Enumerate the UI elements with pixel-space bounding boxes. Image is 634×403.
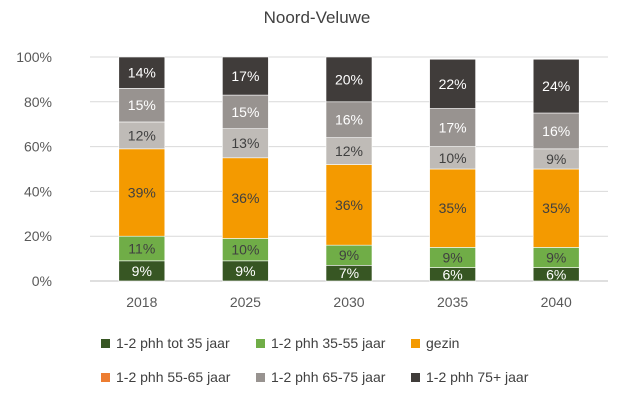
bar-segment bbox=[532, 58, 580, 114]
legend-swatch bbox=[256, 338, 265, 348]
legend-item: 1-2 phh tot 35 jaar bbox=[101, 333, 230, 353]
data-label: 9% bbox=[546, 151, 566, 167]
legend-swatch bbox=[411, 338, 420, 348]
data-label: 22% bbox=[439, 76, 467, 92]
data-label: 13% bbox=[231, 135, 259, 151]
legend-swatch bbox=[101, 338, 110, 348]
legend-item: 1-2 phh 65-75 jaar bbox=[256, 367, 385, 387]
data-label: 16% bbox=[335, 112, 363, 128]
data-label: 14% bbox=[128, 65, 156, 81]
data-label: 9% bbox=[339, 247, 359, 263]
y-tick-label: 80% bbox=[24, 94, 52, 110]
data-label: 35% bbox=[439, 200, 467, 216]
legend-label: 1-2 phh 75+ jaar bbox=[426, 369, 529, 385]
x-tick-label: 2035 bbox=[437, 294, 468, 310]
data-label: 12% bbox=[335, 143, 363, 159]
data-label: 35% bbox=[542, 200, 570, 216]
x-tick-label: 2025 bbox=[230, 294, 261, 310]
legend-swatch bbox=[101, 372, 110, 382]
y-tick-label: 40% bbox=[24, 183, 52, 199]
bar-segment bbox=[325, 137, 373, 165]
x-tick-label: 2030 bbox=[333, 294, 364, 310]
data-label: 17% bbox=[231, 68, 259, 84]
bar-segment bbox=[325, 56, 373, 103]
bar-segment bbox=[222, 157, 269, 239]
data-label: 9% bbox=[546, 249, 566, 265]
data-label: 39% bbox=[128, 185, 156, 201]
data-label: 36% bbox=[231, 190, 259, 206]
y-tick-label: 100% bbox=[16, 49, 52, 65]
y-tick-label: 60% bbox=[24, 139, 52, 155]
data-label: 36% bbox=[335, 197, 363, 213]
data-label: 20% bbox=[335, 71, 363, 87]
data-label: 10% bbox=[231, 242, 259, 258]
legend-label: 1-2 phh tot 35 jaar bbox=[116, 335, 230, 351]
data-label: 9% bbox=[442, 249, 462, 265]
bar-segment bbox=[429, 168, 476, 248]
bar-segment bbox=[222, 94, 269, 129]
legend-item: 1-2 phh 35-55 jaar bbox=[256, 333, 385, 353]
data-label: 15% bbox=[128, 97, 156, 113]
data-label: 6% bbox=[546, 266, 566, 282]
data-label: 17% bbox=[439, 120, 467, 136]
legend-row-2: 1-2 phh 55-65 jaar 1-2 phh 65-75 jaar 1-… bbox=[0, 367, 634, 387]
x-tick-label: 2018 bbox=[126, 294, 157, 310]
bar-segment bbox=[222, 128, 269, 159]
data-label: 7% bbox=[339, 265, 359, 281]
legend-label: 1-2 phh 35-55 jaar bbox=[271, 335, 386, 351]
legend-item: gezin bbox=[411, 333, 459, 353]
y-tick-label: 0% bbox=[32, 273, 52, 289]
bar-segment bbox=[222, 56, 269, 96]
data-label: 16% bbox=[542, 123, 570, 139]
data-label: 11% bbox=[128, 241, 155, 257]
legend-swatch bbox=[256, 372, 265, 382]
bar-segment bbox=[118, 148, 166, 237]
x-tick-label: 2040 bbox=[541, 294, 572, 310]
data-label: 10% bbox=[439, 150, 467, 166]
bar-segment bbox=[429, 58, 476, 109]
data-label: 15% bbox=[231, 104, 259, 120]
bar-segment bbox=[325, 101, 373, 138]
data-label: 24% bbox=[542, 78, 570, 94]
bar-segment bbox=[118, 56, 166, 89]
data-label: 9% bbox=[235, 263, 255, 279]
bar-segment bbox=[325, 164, 373, 246]
legend-label: 1-2 phh 65-75 jaar bbox=[271, 369, 386, 385]
y-tick-label: 20% bbox=[24, 228, 52, 244]
legend-swatch bbox=[411, 372, 420, 382]
data-label: 12% bbox=[128, 127, 156, 143]
bar-segment bbox=[118, 88, 166, 123]
data-label: 9% bbox=[132, 263, 152, 279]
legend-row-1: 1-2 phh tot 35 jaar 1-2 phh 35-55 jaar g… bbox=[0, 333, 634, 353]
chart-title: Noord-Veluwe bbox=[263, 8, 371, 27]
legend-item: 1-2 phh 55-65 jaar bbox=[101, 367, 230, 387]
legend-item: 1-2 phh 75+ jaar bbox=[411, 367, 528, 387]
bar-segment bbox=[532, 112, 580, 150]
legend-label: gezin bbox=[426, 335, 460, 351]
data-label: 6% bbox=[442, 266, 462, 282]
legend-label: 1-2 phh 55-65 jaar bbox=[116, 369, 231, 385]
bar-segment bbox=[118, 121, 166, 150]
